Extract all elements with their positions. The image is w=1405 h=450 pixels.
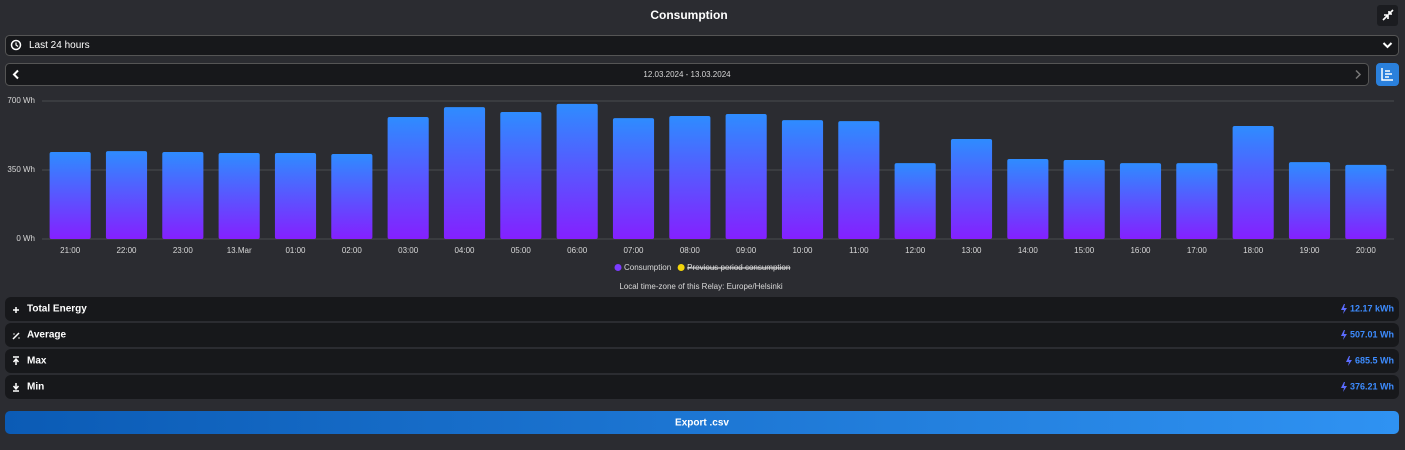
y-tick-label: 700 Wh bbox=[7, 96, 35, 105]
title: Consumption bbox=[650, 8, 727, 22]
stat-icon bbox=[12, 383, 20, 392]
x-tick-label: 02:00 bbox=[342, 246, 363, 255]
x-tick-label: 13:00 bbox=[961, 246, 982, 255]
stat-row bbox=[5, 349, 1399, 373]
bar bbox=[1345, 164, 1387, 239]
prev-button[interactable] bbox=[12, 69, 19, 80]
stat-value: 12.17 kWh bbox=[1350, 303, 1394, 313]
legend: Consumption Previous period consumption bbox=[614, 263, 791, 272]
x-tick-label: 08:00 bbox=[680, 246, 701, 255]
collapse-button[interactable] bbox=[1377, 5, 1398, 26]
date-range: 12.03.2024 - 13.03.2024 bbox=[643, 70, 731, 79]
bolt-icon bbox=[1340, 382, 1347, 392]
note: Local time-zone of this Relay: Europe/He… bbox=[619, 282, 782, 291]
bar bbox=[725, 114, 767, 239]
bolt-icon bbox=[1345, 356, 1352, 366]
x-tick-label: 09:00 bbox=[736, 246, 757, 255]
legend-dot bbox=[677, 264, 685, 271]
y-tick-label: 350 Wh bbox=[7, 165, 35, 174]
x-tick-label: 23:00 bbox=[173, 246, 194, 255]
bar bbox=[162, 152, 204, 239]
x-tick-label: 10:00 bbox=[792, 246, 813, 255]
stat-value: 685.5 Wh bbox=[1355, 355, 1394, 365]
bar bbox=[556, 103, 598, 239]
bar bbox=[1063, 159, 1105, 239]
bar bbox=[49, 152, 91, 239]
stat-icon bbox=[12, 356, 20, 365]
legend-label: Consumption bbox=[624, 263, 671, 272]
export-button[interactable] bbox=[5, 411, 1399, 434]
x-tick-label: 14:00 bbox=[1018, 246, 1039, 255]
x-tick-label: 21:00 bbox=[60, 246, 81, 255]
bar bbox=[443, 107, 486, 240]
y-tick-label: 0 Wh bbox=[16, 234, 35, 243]
bar bbox=[1288, 162, 1331, 239]
bolt-icon bbox=[1340, 330, 1347, 340]
stat-icon bbox=[13, 307, 19, 313]
bar bbox=[1007, 158, 1049, 239]
x-tick-label: 13.Mar bbox=[227, 246, 252, 255]
x-tick-label: 15:00 bbox=[1074, 246, 1095, 255]
bar bbox=[331, 154, 373, 239]
x-tick-label: 17:00 bbox=[1187, 246, 1208, 255]
stat-row bbox=[5, 323, 1399, 347]
bar bbox=[612, 118, 655, 239]
stat-row bbox=[5, 297, 1399, 321]
x-tick-label: 16:00 bbox=[1130, 246, 1151, 255]
x-tick-label: 01:00 bbox=[285, 246, 306, 255]
bar bbox=[838, 121, 880, 239]
chart-type-button[interactable] bbox=[1376, 63, 1399, 86]
legend-dot bbox=[614, 264, 622, 271]
x-tick-label: 04:00 bbox=[454, 246, 475, 255]
x-tick-label: 11:00 bbox=[849, 246, 869, 255]
bar bbox=[894, 163, 936, 239]
x-tick-label: 07:00 bbox=[623, 246, 644, 255]
stat-value: 376.21 Wh bbox=[1350, 381, 1394, 391]
x-tick-label: 03:00 bbox=[398, 246, 419, 255]
x-tick-label: 18:00 bbox=[1243, 246, 1264, 255]
bar bbox=[387, 116, 429, 239]
bar bbox=[274, 153, 317, 239]
x-tick-label: 20:00 bbox=[1356, 246, 1377, 255]
bar bbox=[500, 112, 542, 239]
x-tick-label: 06:00 bbox=[567, 246, 588, 255]
x-tick-label: 12:00 bbox=[905, 246, 926, 255]
stat-label: Average bbox=[27, 330, 67, 341]
bar bbox=[1232, 126, 1274, 239]
bolt-icon bbox=[1340, 304, 1347, 314]
bar bbox=[950, 139, 993, 239]
bar bbox=[1176, 163, 1218, 239]
export-label[interactable]: Export .csv bbox=[675, 418, 729, 429]
chart: 0 Wh 350 Wh 700 Wh 21:00 22:00 23:00 13.Mar 01:… bbox=[7, 96, 1394, 272]
period-label: Last 24 hours bbox=[29, 40, 90, 51]
bar bbox=[218, 153, 260, 239]
bar bbox=[1119, 163, 1162, 239]
date-nav bbox=[5, 63, 1369, 86]
stat-label: Max bbox=[27, 356, 47, 367]
x-tick-label: 19:00 bbox=[1299, 246, 1320, 255]
stats: Total Energy 12.17 kWh Average 507.01 Wh Max… bbox=[5, 297, 1399, 399]
stat-icon bbox=[12, 332, 20, 340]
period-dropdown[interactable] bbox=[5, 35, 1399, 56]
next-button[interactable] bbox=[1355, 69, 1362, 80]
stat-label: Total Energy bbox=[27, 304, 87, 315]
x-tick-label: 22:00 bbox=[116, 246, 137, 255]
stat-value: 507.01 Wh bbox=[1350, 329, 1394, 339]
bar bbox=[105, 151, 148, 239]
bar bbox=[669, 115, 711, 239]
stat-label: Min bbox=[27, 382, 44, 393]
x-tick-label: 05:00 bbox=[511, 246, 532, 255]
bar bbox=[781, 120, 824, 239]
stat-row bbox=[5, 375, 1399, 399]
